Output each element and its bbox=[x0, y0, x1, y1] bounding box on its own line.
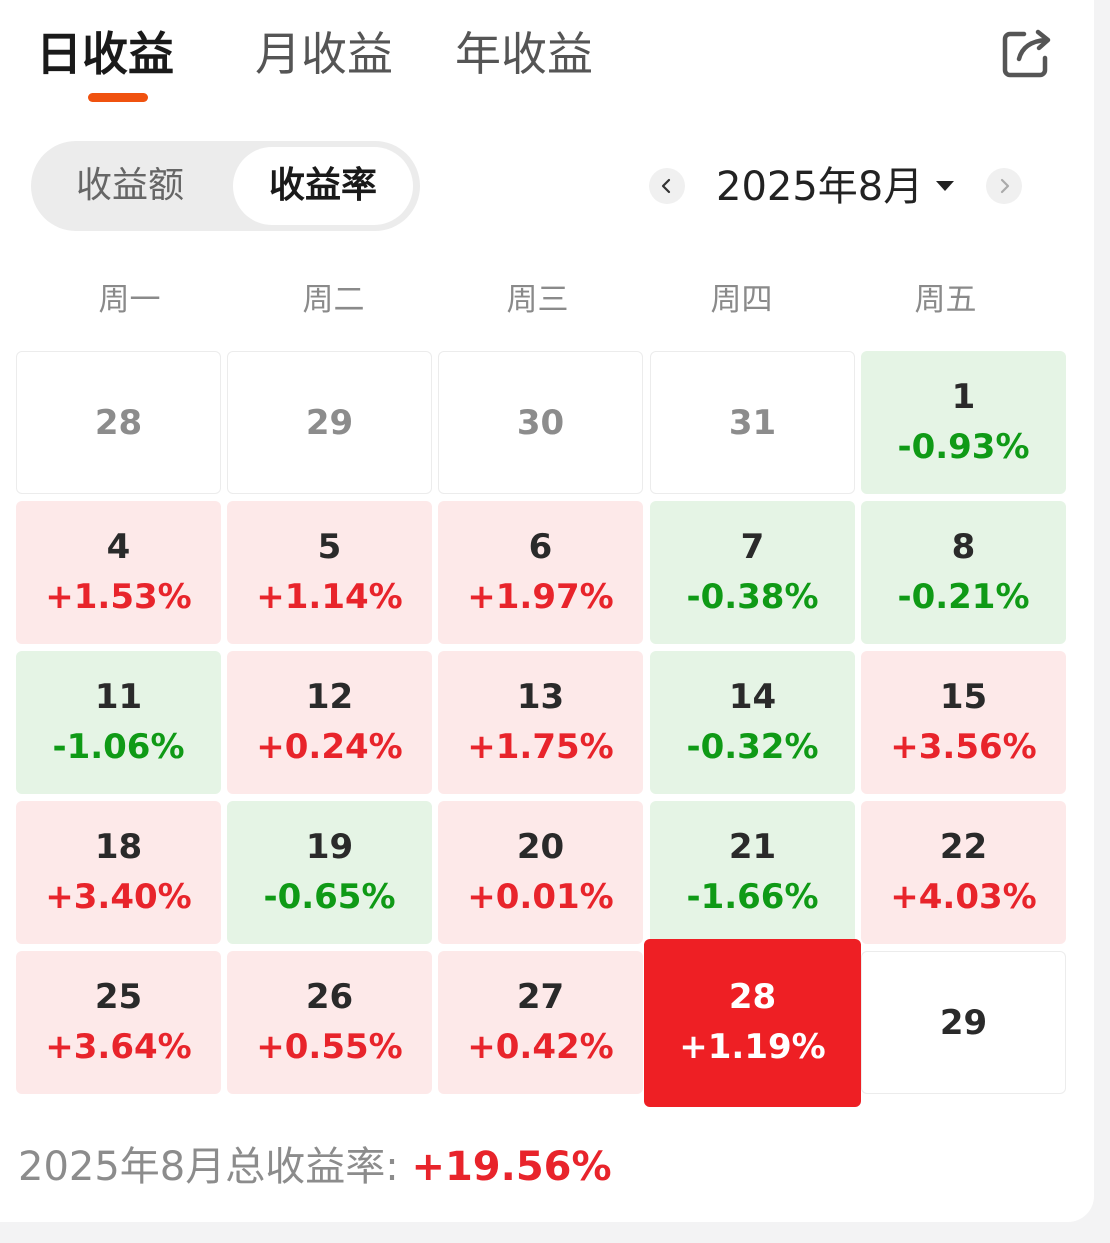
day-number: 29 bbox=[305, 402, 354, 443]
day-rate: +3.40% bbox=[45, 876, 192, 917]
monthly-total-label: 2025年8月总收益率: bbox=[18, 1144, 412, 1190]
day-rate: -0.21% bbox=[897, 576, 1030, 617]
day-rate: +1.53% bbox=[45, 576, 192, 617]
calendar-day[interactable]: 14 -0.32% bbox=[650, 651, 855, 794]
day-rate: -0.65% bbox=[263, 876, 396, 917]
calendar-day: 29 bbox=[227, 351, 432, 494]
day-number: 6 bbox=[528, 526, 553, 567]
day-number: 14 bbox=[728, 676, 777, 717]
calendar-day[interactable]: 1 -0.93% bbox=[861, 351, 1066, 494]
day-number: 28 bbox=[94, 402, 143, 443]
month-dropdown-button[interactable] bbox=[934, 175, 956, 197]
day-rate: +3.64% bbox=[45, 1026, 192, 1067]
day-number: 28 bbox=[728, 977, 777, 1017]
chevron-right-icon bbox=[1000, 178, 1010, 194]
day-rate: +3.56% bbox=[890, 726, 1037, 767]
day-number: 4 bbox=[106, 526, 131, 567]
day-number: 8 bbox=[951, 526, 976, 567]
day-number: 30 bbox=[516, 402, 565, 443]
calendar-day-selected[interactable]: 28 +1.19% bbox=[644, 939, 861, 1107]
calendar-day[interactable]: 20 +0.01% bbox=[438, 801, 643, 944]
calendar-day[interactable]: 26 +0.55% bbox=[227, 951, 432, 1094]
day-rate: -0.38% bbox=[686, 576, 819, 617]
day-number: 15 bbox=[939, 676, 988, 717]
calendar-day[interactable]: 22 +4.03% bbox=[861, 801, 1066, 944]
toggle-rate[interactable]: 收益率 bbox=[233, 147, 413, 225]
prev-month-button[interactable] bbox=[649, 168, 685, 204]
toggle-amount[interactable]: 收益额 bbox=[75, 165, 184, 206]
day-rate: +0.24% bbox=[256, 726, 403, 767]
month-label[interactable]: 2025年8月 bbox=[716, 164, 924, 210]
day-rate: +1.75% bbox=[467, 726, 614, 767]
weekday-fri: 周五 bbox=[914, 282, 977, 318]
weekday-thu: 周四 bbox=[710, 282, 773, 318]
calendar-day: 28 bbox=[16, 351, 221, 494]
day-number: 19 bbox=[305, 826, 354, 867]
calendar-day[interactable]: 13 +1.75% bbox=[438, 651, 643, 794]
metric-toggle: 收益额 收益率 bbox=[31, 141, 420, 231]
share-icon bbox=[1002, 29, 1051, 78]
day-rate: +0.42% bbox=[467, 1026, 614, 1067]
monthly-total: 2025年8月总收益率: +19.56% bbox=[18, 1140, 612, 1194]
calendar-day[interactable]: 27 +0.42% bbox=[438, 951, 643, 1094]
caret-down-icon bbox=[936, 181, 954, 191]
day-number: 18 bbox=[94, 826, 143, 867]
day-number: 22 bbox=[939, 826, 988, 867]
calendar-day[interactable]: 21 -1.66% bbox=[650, 801, 855, 944]
weekday-wed: 周三 bbox=[506, 282, 569, 318]
day-number: 1 bbox=[951, 376, 976, 417]
calendar-day[interactable]: 15 +3.56% bbox=[861, 651, 1066, 794]
day-rate: -1.66% bbox=[686, 876, 819, 917]
day-number: 12 bbox=[305, 676, 354, 717]
day-number: 26 bbox=[305, 976, 354, 1017]
day-rate: +1.97% bbox=[467, 576, 614, 617]
calendar-day[interactable]: 18 +3.40% bbox=[16, 801, 221, 944]
chevron-left-icon bbox=[661, 178, 671, 194]
share-button[interactable] bbox=[1000, 26, 1056, 82]
day-rate: +1.19% bbox=[679, 1027, 826, 1067]
calendar-day[interactable]: 6 +1.97% bbox=[438, 501, 643, 644]
day-number: 7 bbox=[740, 526, 765, 567]
day-number: 11 bbox=[94, 676, 143, 717]
day-number: 25 bbox=[94, 976, 143, 1017]
calendar-day: 31 bbox=[650, 351, 855, 494]
active-tab-indicator bbox=[88, 93, 148, 102]
monthly-total-value: +19.56% bbox=[411, 1144, 612, 1190]
day-number: 27 bbox=[516, 976, 565, 1017]
day-rate: +4.03% bbox=[890, 876, 1037, 917]
tab-monthly[interactable]: 月收益 bbox=[255, 27, 393, 81]
calendar-day[interactable]: 11 -1.06% bbox=[16, 651, 221, 794]
calendar-day[interactable]: 4 +1.53% bbox=[16, 501, 221, 644]
tab-yearly[interactable]: 年收益 bbox=[455, 27, 593, 81]
day-rate: -0.93% bbox=[897, 426, 1030, 467]
calendar-day[interactable]: 8 -0.21% bbox=[861, 501, 1066, 644]
calendar-day[interactable]: 5 +1.14% bbox=[227, 501, 432, 644]
calendar-day: 29 bbox=[861, 951, 1066, 1094]
calendar-day[interactable]: 7 -0.38% bbox=[650, 501, 855, 644]
calendar-day[interactable]: 25 +3.64% bbox=[16, 951, 221, 1094]
day-number: 29 bbox=[939, 1002, 988, 1043]
calendar-day[interactable]: 19 -0.65% bbox=[227, 801, 432, 944]
day-rate: +1.14% bbox=[256, 576, 403, 617]
day-rate: +0.01% bbox=[467, 876, 614, 917]
weekday-tue: 周二 bbox=[302, 282, 365, 318]
day-rate: -1.06% bbox=[52, 726, 185, 767]
calendar-day[interactable]: 12 +0.24% bbox=[227, 651, 432, 794]
calendar-day: 30 bbox=[438, 351, 643, 494]
day-rate: -0.32% bbox=[686, 726, 819, 767]
day-number: 13 bbox=[516, 676, 565, 717]
next-month-button[interactable] bbox=[986, 168, 1022, 204]
day-number: 31 bbox=[728, 402, 777, 443]
day-number: 5 bbox=[317, 526, 342, 567]
weekday-mon: 周一 bbox=[98, 282, 161, 318]
earnings-calendar-card: 日收益 月收益 年收益 收益额 收益率 2025年8月 周一 周二 周三 周四 … bbox=[0, 0, 1094, 1222]
day-rate: +0.55% bbox=[256, 1026, 403, 1067]
day-number: 21 bbox=[728, 826, 777, 867]
tab-daily[interactable]: 日收益 bbox=[36, 27, 174, 81]
day-number: 20 bbox=[516, 826, 565, 867]
